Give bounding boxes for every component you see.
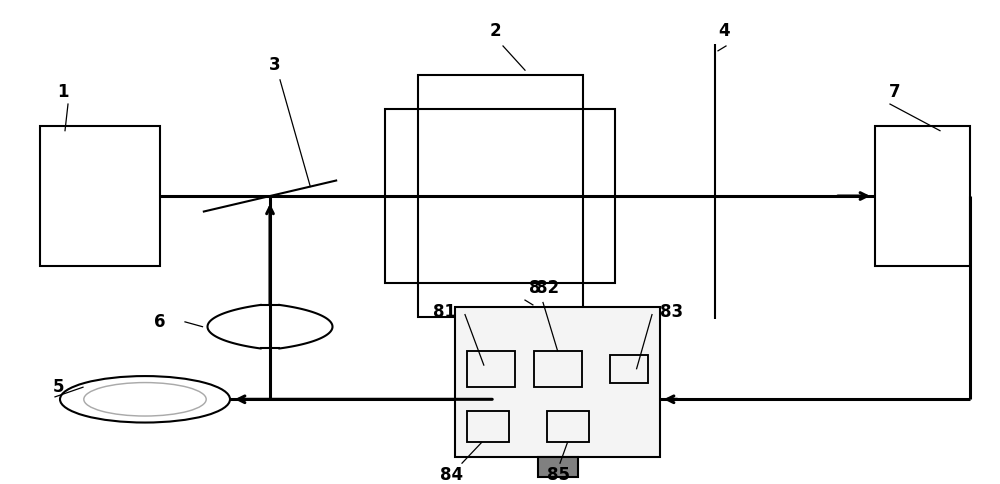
Text: 81: 81: [434, 303, 456, 321]
Bar: [875, 126, 970, 266]
Bar: [455, 307, 660, 457]
Text: 82: 82: [536, 279, 560, 297]
Bar: [538, 457, 578, 477]
Text: 7: 7: [889, 83, 901, 101]
Bar: [418, 75, 582, 317]
Text: 8: 8: [529, 279, 541, 297]
Text: 4: 4: [718, 22, 730, 41]
Text: 83: 83: [660, 303, 684, 321]
Text: 84: 84: [440, 466, 464, 484]
Text: 6: 6: [154, 313, 166, 331]
Bar: [467, 411, 509, 442]
Bar: [40, 126, 160, 266]
Bar: [385, 109, 615, 283]
Bar: [534, 350, 582, 387]
Text: 3: 3: [269, 56, 281, 75]
Text: 1: 1: [57, 83, 69, 101]
Bar: [610, 355, 648, 383]
Text: 85: 85: [546, 466, 570, 484]
Bar: [467, 350, 515, 387]
Text: 5: 5: [52, 378, 64, 396]
Text: 2: 2: [489, 22, 501, 41]
Bar: [546, 411, 588, 442]
